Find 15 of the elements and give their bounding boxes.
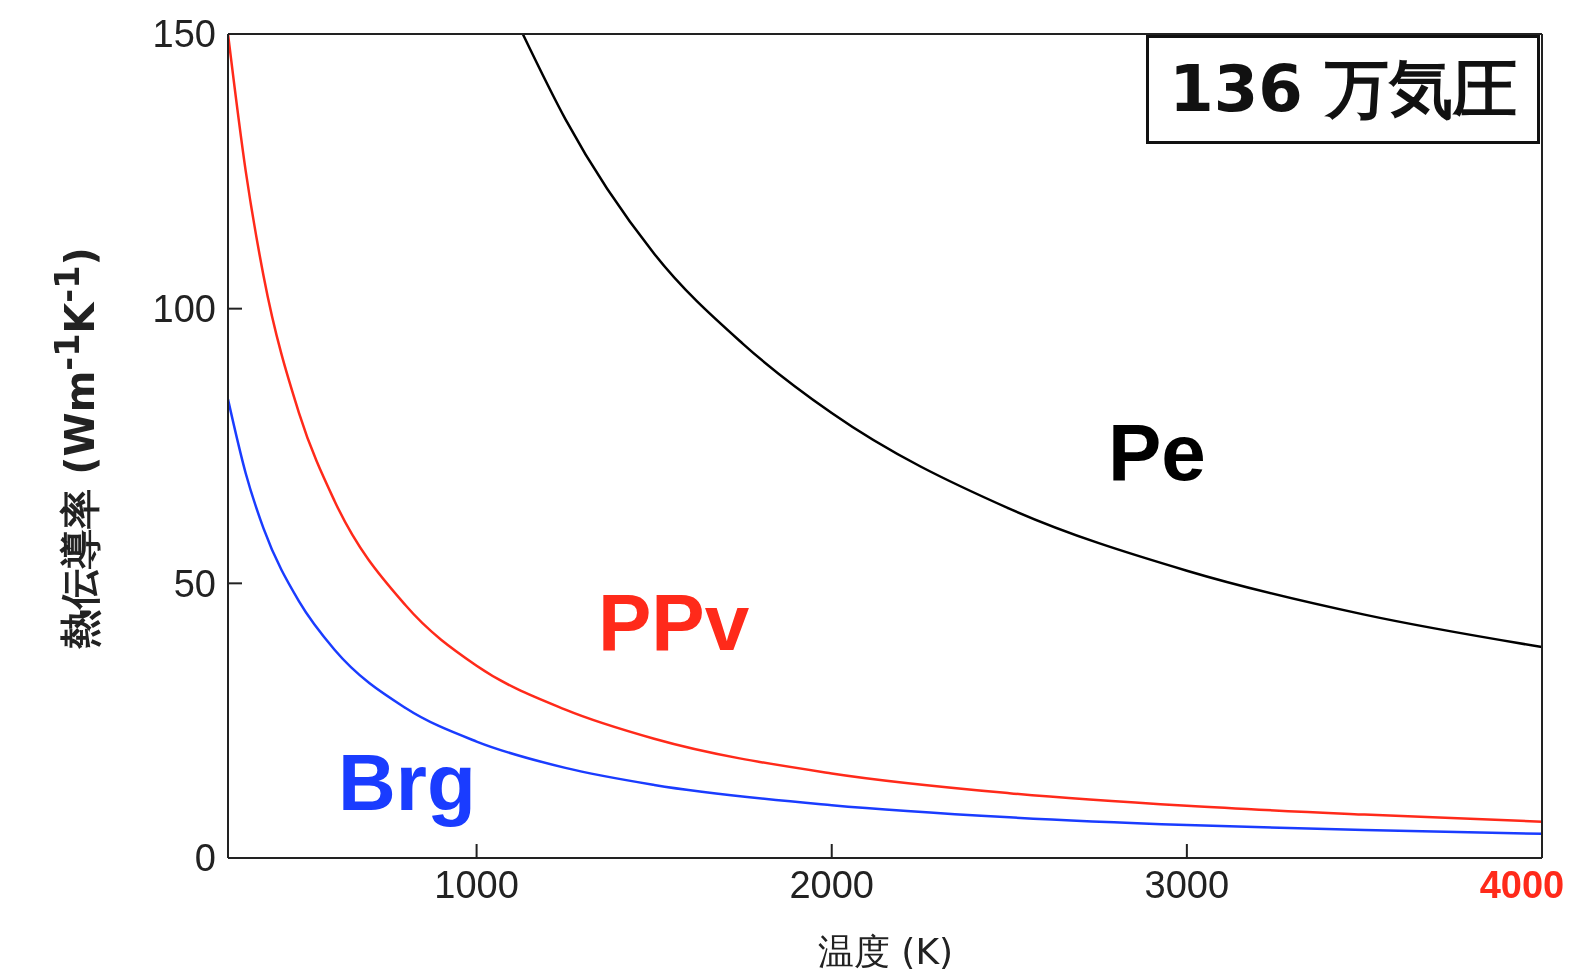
x-tick-label: 1000	[434, 864, 519, 906]
series-label: PPv	[598, 578, 750, 667]
y-tick-label: 0	[194, 837, 216, 880]
annotation: 136 万気圧	[1146, 35, 1540, 144]
x-axis-title: 温度 (K)	[816, 930, 955, 974]
series-label: Pe	[1108, 408, 1206, 497]
x-tick-label: 4000	[1479, 864, 1565, 906]
x-tick-label: 3000	[1144, 864, 1230, 906]
y-tick-label: 100	[152, 288, 216, 331]
y-tick-label: 150	[152, 13, 216, 56]
y-tick-label: 50	[173, 562, 216, 605]
series-label: Brg	[338, 738, 476, 827]
x-tick-label: 2000	[789, 864, 874, 906]
line-series	[228, 398, 1542, 836]
line-series	[521, 34, 1542, 649]
